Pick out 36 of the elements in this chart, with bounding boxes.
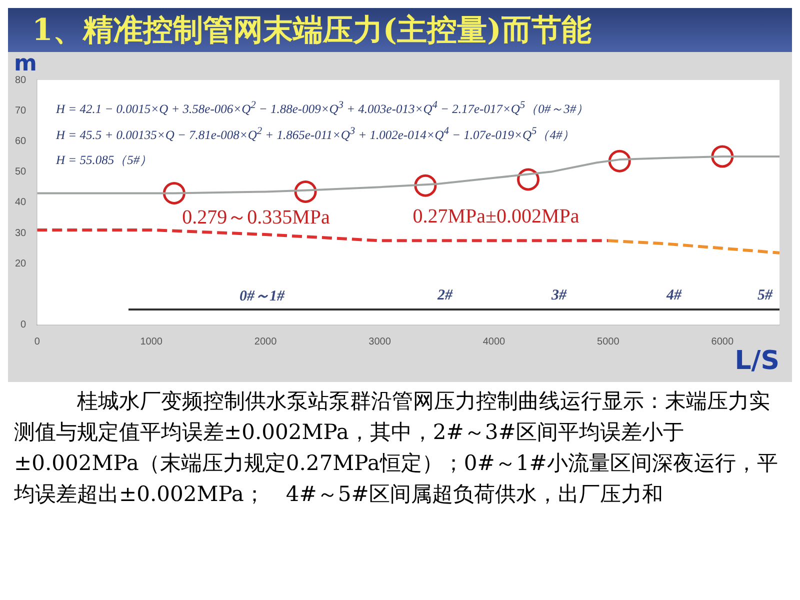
y-tick-label: 70	[15, 105, 27, 116]
point	[711, 145, 734, 168]
text: 桂城水厂变频控制供水泵站泵群沿管网压力控制曲线运行显示：末端压力实测值与规定值平均误差±0.002MPa，其中，2#～3#区间平均误差小于±0.002MPa（末端压力规定0.27MPa恒定）；0#～1#小流量区间深夜运行，平均误差超出±0.002MPa； 4#～5#区间属超负荷供水，出厂压力和	[13, 388, 779, 508]
annotation: 3#	[552, 288, 566, 304]
y-tick-label: 0	[20, 320, 27, 331]
y-tick-label: 60	[15, 136, 27, 147]
x-tick-label: 5000	[597, 336, 620, 348]
y-tick-label: 30	[15, 228, 27, 239]
line-series	[606, 239, 780, 254]
annotation: 0.27MPa±0.002MPa	[412, 206, 580, 228]
y-tick-label: 50	[15, 166, 27, 178]
annotation: 0#～1#	[240, 288, 284, 306]
annotation: 2#	[438, 288, 452, 304]
y-tick-label: 80	[15, 74, 27, 86]
x-tick-label: 1000	[140, 336, 163, 348]
text: H = 42.1 − 0.0015×Q + 3.58e-006×Q$^{2}$ − 1.88e-009×Q$^{3}$ + 4.003e-013×Q$^{4}$ − 2.17e-017×Q$^{5}$（0#～3#）	[56, 100, 590, 116]
x-axis-title: L/S	[734, 346, 780, 376]
y-tick-label: 40	[15, 197, 27, 208]
x-tick-label: 2000	[254, 336, 278, 348]
point	[608, 150, 631, 172]
x-tick-label: 0	[34, 336, 40, 348]
text: H = 45.5 + 0.00135×Q − 7.81e-008×Q$^{2}$ + 1.865e-011×Q$^{3}$ + 1.002e-014×Q$^{4}$ − 1.07e-019×Q$^{5}$（4#）	[56, 126, 576, 142]
annotation: 4#	[666, 288, 682, 304]
annotation: H = 55.085（5#）	[56, 152, 153, 169]
point	[162, 182, 186, 204]
x-tick-label: 6000	[711, 336, 734, 348]
annotation: 5#	[758, 288, 772, 304]
y-axis-title: m	[14, 52, 37, 77]
point	[516, 168, 540, 191]
point	[294, 180, 317, 203]
chart-title: 1、精准控制管网末端压力(主控量)而节能	[8, 8, 792, 52]
x-tick-label: 3000	[368, 336, 392, 348]
y-tick-label: 20	[15, 258, 27, 270]
point	[414, 174, 437, 197]
x-tick-label: 4000	[482, 336, 506, 348]
annotation: 0.279～0.335MPa	[182, 206, 330, 230]
